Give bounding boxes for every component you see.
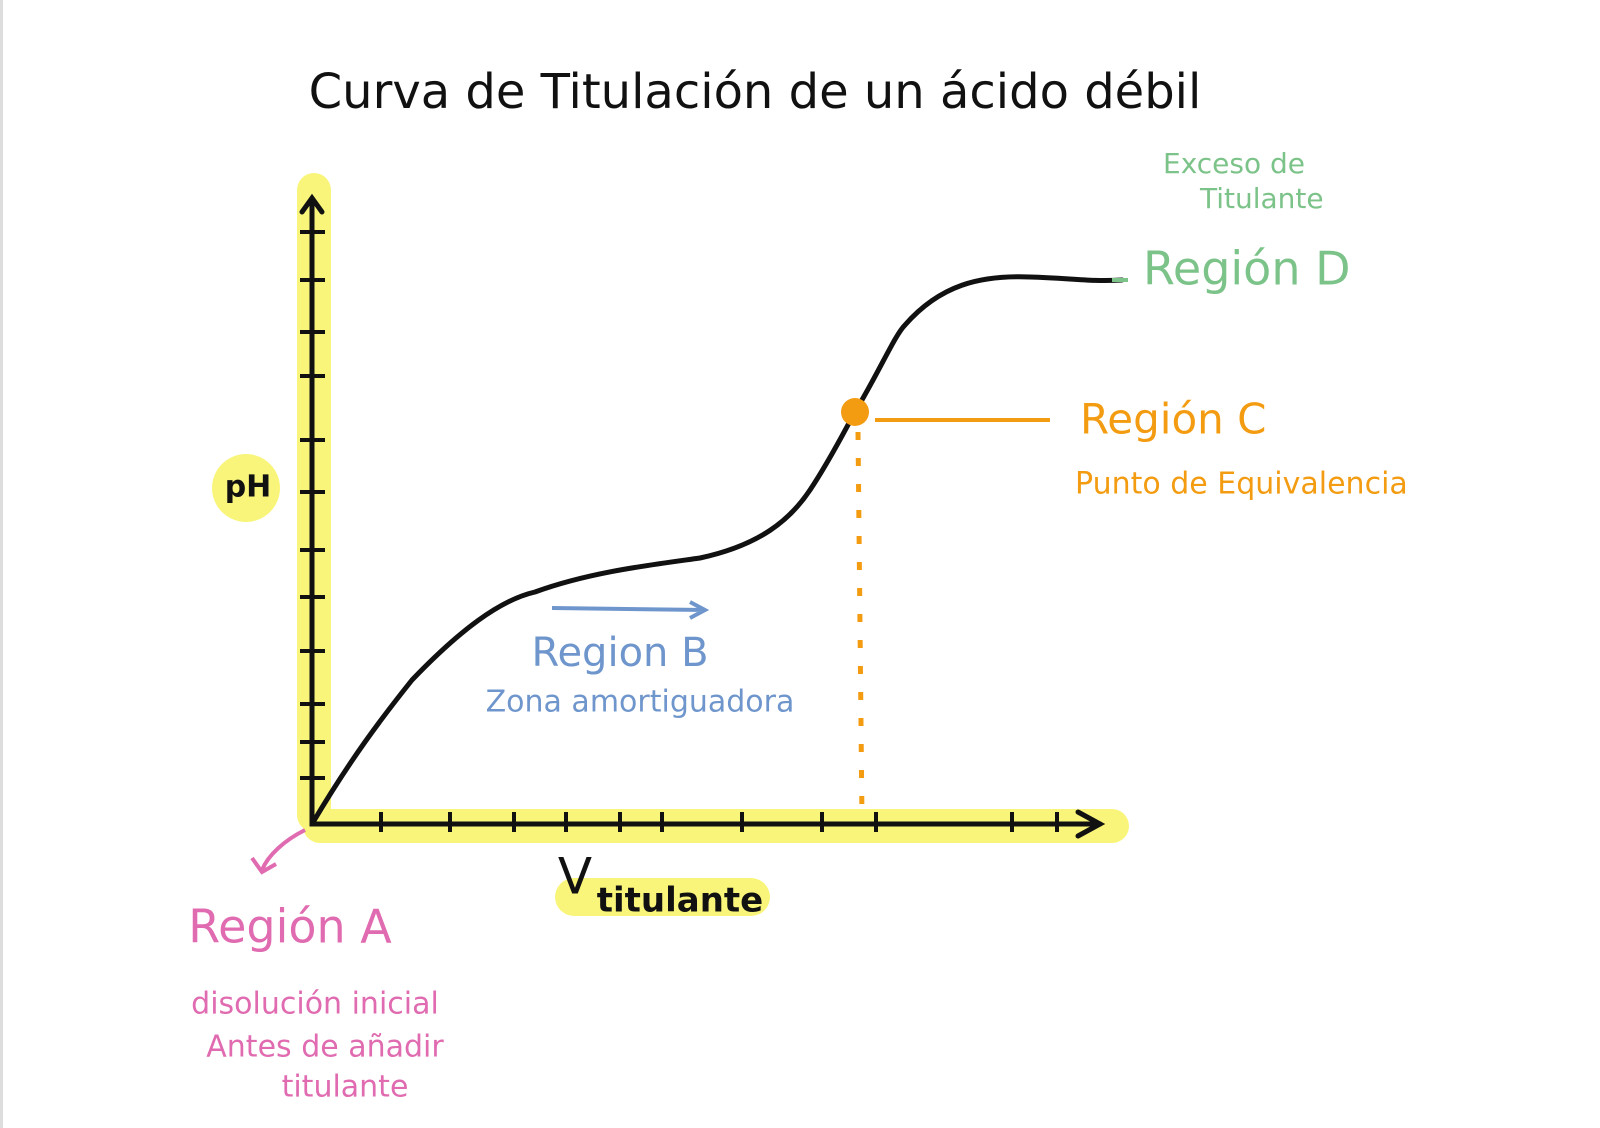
region-a-description: titulante xyxy=(282,1070,409,1105)
region-a-label: Región A xyxy=(188,900,392,954)
region-a-description: disolución inicial xyxy=(191,987,439,1022)
region-b-description: Zona amortiguadora xyxy=(486,685,795,720)
region-d-description: Titulante xyxy=(1199,182,1324,215)
region-b-label: Region B xyxy=(531,630,708,676)
region-a-description: Antes de añadir xyxy=(206,1030,444,1065)
ph-highlight xyxy=(212,454,280,522)
region-a-arrow xyxy=(250,828,306,875)
x-arrow xyxy=(1075,809,1106,839)
region-b-arrow xyxy=(551,600,710,620)
region-d-label: Región D xyxy=(1143,242,1351,296)
equivalence-dotted-line xyxy=(855,431,865,821)
x-axis-label-sub: titulante xyxy=(597,881,763,921)
left-border xyxy=(0,0,3,1128)
x-label-highlight xyxy=(555,878,770,916)
title: Curva de Titulación de un ácido débil xyxy=(309,64,1202,120)
region-c-label: Región C xyxy=(1080,395,1266,444)
equivalence-point xyxy=(841,398,869,426)
x-axis-label-main: V xyxy=(558,848,592,906)
region-c-description: Punto de Equivalencia xyxy=(1075,467,1408,502)
ticks xyxy=(300,230,1059,832)
y-axis-label: pH xyxy=(225,470,272,505)
titration-curve xyxy=(309,274,1125,827)
region-d-description: Exceso de xyxy=(1163,147,1305,180)
y-arrow xyxy=(299,193,325,215)
axes xyxy=(309,197,1103,827)
